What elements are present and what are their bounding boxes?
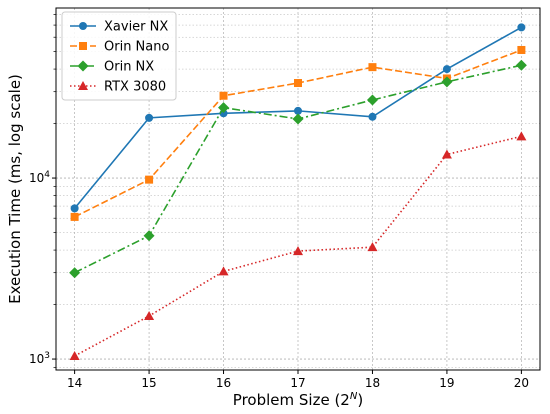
x-tick-label: 20 (514, 376, 529, 390)
data-point (218, 102, 230, 114)
data-point (144, 310, 155, 320)
axis-ticks: 14 15 16 17 18 19 20 103 104 (29, 14, 529, 390)
y-axis-label: Execution Time (ms, log scale) (6, 74, 24, 304)
legend-marker (79, 42, 87, 50)
data-point (368, 63, 377, 72)
data-point (366, 94, 378, 106)
series-layer (69, 23, 527, 360)
legend-marker (79, 22, 87, 30)
data-point (143, 230, 155, 242)
data-point (294, 79, 302, 88)
data-point (517, 45, 526, 54)
data-point (293, 246, 303, 256)
series-xavier-nx (70, 23, 526, 213)
legend-label: RTX 3080 (104, 80, 166, 95)
x-axis-label: Problem Size (2N) (233, 391, 363, 409)
legend-marker (77, 60, 89, 72)
data-point (218, 266, 229, 276)
data-point (219, 91, 228, 100)
data-point (145, 175, 154, 184)
data-point (69, 267, 81, 279)
data-point (292, 113, 304, 125)
y-tick-label: 104 (29, 170, 50, 185)
legend-label: Xavier NX (104, 20, 168, 35)
x-tick-label: 19 (439, 376, 454, 390)
data-point (70, 212, 79, 221)
series-orin-nx (69, 59, 527, 279)
data-point (515, 59, 527, 71)
x-tick-label: 18 (365, 376, 380, 390)
data-point (70, 204, 79, 213)
x-axis-label-exponent: N (350, 391, 358, 402)
data-point (516, 131, 527, 141)
legend: Xavier NX Orin Nano Orin NX RTX 3080 (61, 11, 177, 101)
x-tick-label: 17 (290, 376, 305, 390)
data-point (367, 242, 378, 252)
series-rtx-3080 (69, 131, 527, 360)
legend-marker (78, 81, 88, 90)
legend-label: Orin NX (104, 60, 154, 75)
x-tick-label: 16 (216, 376, 231, 390)
x-tick-label: 14 (67, 376, 82, 390)
data-point (145, 113, 154, 122)
x-axis-label-close: ) (357, 391, 363, 409)
legend-item: Orin Nano (70, 40, 169, 55)
legend-item: Xavier NX (70, 20, 168, 35)
x-axis-label-text: Problem Size (2 (233, 391, 350, 409)
x-tick-label: 15 (141, 376, 156, 390)
data-point (442, 65, 451, 74)
data-point (517, 23, 526, 32)
data-point (441, 76, 453, 88)
legend-label: Orin Nano (104, 40, 169, 55)
data-point (441, 149, 452, 159)
data-point (69, 350, 80, 360)
data-point (294, 106, 302, 115)
legend-item: Orin NX (70, 60, 154, 75)
y-tick-label: 103 (29, 351, 50, 366)
data-point (368, 112, 377, 121)
legend-box (61, 11, 177, 101)
legend-item: RTX 3080 (70, 80, 166, 95)
